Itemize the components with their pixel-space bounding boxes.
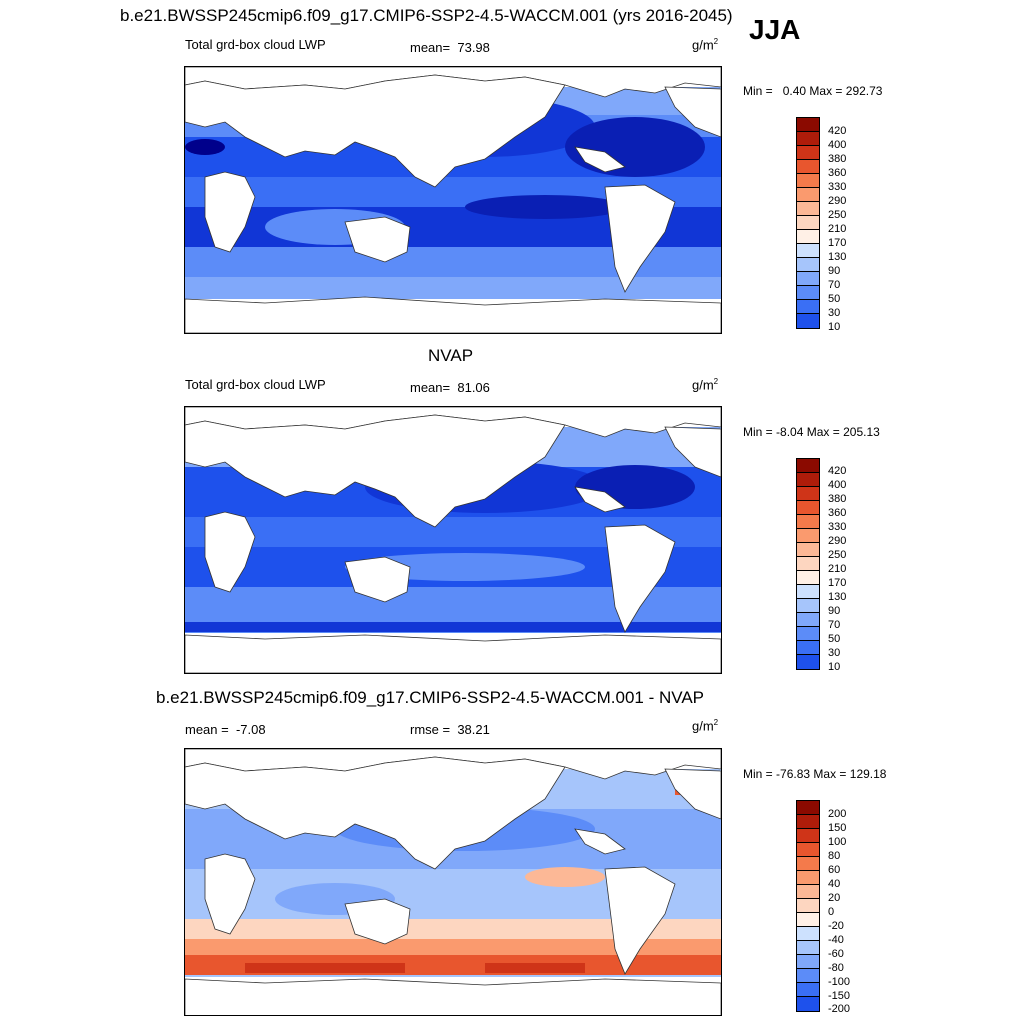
panel1-cbar-label: 50 bbox=[828, 293, 841, 305]
panel2-variable-label: Total grd-box cloud LWP bbox=[185, 377, 326, 392]
panel1-units-exp: 2 bbox=[713, 37, 719, 46]
panel1-cbar-label: 30 bbox=[828, 307, 841, 319]
panel3-cbar-label: -80 bbox=[828, 962, 844, 974]
panel1-mean-value: 73.98 bbox=[457, 40, 490, 55]
panel1-minmax: Min = 0.40 Max = 292.73 bbox=[743, 84, 882, 98]
panel1-colorbar bbox=[796, 117, 820, 329]
panel1-variable-label: Total grd-box cloud LWP bbox=[185, 37, 326, 52]
panel2-minmax: Min = -8.04 Max = 205.13 bbox=[743, 425, 880, 439]
panel3-map-svg bbox=[185, 749, 721, 1015]
panel1-cbar-label: 330 bbox=[828, 181, 847, 193]
panel3-cbar-label: -200 bbox=[828, 1003, 851, 1015]
panel2-cbar-label: 90 bbox=[828, 605, 841, 617]
panel3-cbar-label: 40 bbox=[828, 878, 841, 890]
panel3-mean-value: -7.08 bbox=[235, 722, 266, 737]
panel3-mean: mean = -7.08 bbox=[185, 722, 266, 737]
panel2-cbar-label: 330 bbox=[828, 521, 847, 533]
panel2-min-label: Min = bbox=[743, 425, 773, 439]
panel3-cbar-label: 0 bbox=[828, 906, 835, 918]
panel3-cbar-label: 20 bbox=[828, 892, 841, 904]
panel2-cbar-label: 50 bbox=[828, 633, 841, 645]
panel1-cbar-label: 130 bbox=[828, 251, 847, 263]
panel2-max-label: Max = bbox=[806, 425, 840, 439]
panel3-max-value: 129.18 bbox=[849, 767, 887, 781]
panel2-units-base: g/m bbox=[692, 377, 714, 393]
panel2-cbar-label: 250 bbox=[828, 549, 847, 561]
panel2-cbar-label: 380 bbox=[828, 493, 847, 505]
panel2-max-value: 205.13 bbox=[843, 425, 880, 439]
panel3-units-exp: 2 bbox=[713, 718, 719, 727]
panel3-cbar-label: -20 bbox=[828, 920, 844, 932]
panel1-units-base: g/m bbox=[692, 37, 714, 53]
panel1-cbar-label: 210 bbox=[828, 223, 847, 235]
panel3-cbar-label: 80 bbox=[828, 850, 841, 862]
panel2-cbar-label: 70 bbox=[828, 619, 841, 631]
panel1-cbar-label: 420 bbox=[828, 125, 847, 137]
panel2-colorbar bbox=[796, 458, 820, 670]
panel3-colorbar bbox=[796, 800, 820, 1012]
panel3-minmax: Min = -76.83 Max = 129.18 bbox=[743, 767, 886, 781]
panel3-cbar-label: 200 bbox=[828, 808, 847, 820]
panel3-max-label: Max = bbox=[813, 767, 847, 781]
panel1-cbar-label: 90 bbox=[828, 265, 841, 277]
panel1-cbar-label: 70 bbox=[828, 279, 841, 291]
panel2-cbar-label: 210 bbox=[828, 563, 847, 575]
panel2-cbar-label: 400 bbox=[828, 479, 847, 491]
panel2-map-svg bbox=[185, 407, 721, 673]
panel3-cbar-label: 60 bbox=[828, 864, 841, 876]
panel2-units-exp: 2 bbox=[713, 377, 719, 386]
panel1-map bbox=[184, 66, 722, 334]
panel1-min-label: Min = bbox=[743, 84, 773, 98]
panel1-cbar-label: 360 bbox=[828, 167, 847, 179]
panel1-mean-label: mean= bbox=[410, 40, 451, 55]
panel1-cbar-label: 170 bbox=[828, 237, 847, 249]
panel3-rmse-value: 38.21 bbox=[457, 722, 490, 737]
panel1-max-label: Max = bbox=[809, 84, 843, 98]
panel3-mean-label: mean = bbox=[185, 722, 229, 737]
panel2-units: g/m2 bbox=[692, 377, 718, 392]
panel3-map bbox=[184, 748, 722, 1016]
panel1-min-value: 0.40 bbox=[782, 84, 807, 98]
panel2-cbar-label: 420 bbox=[828, 465, 847, 477]
panel3-cbar-label: -40 bbox=[828, 934, 844, 946]
panel3-min-value: -76.83 bbox=[776, 767, 811, 781]
panel1-max-value: 292.73 bbox=[845, 84, 883, 98]
panel3-rmse: rmse = 38.21 bbox=[410, 722, 490, 737]
panel2-mean-label: mean= bbox=[410, 380, 451, 395]
panel2-cbar-label: 10 bbox=[828, 661, 841, 673]
panel2-mean: mean= 81.06 bbox=[410, 380, 490, 395]
panel2-cbar-label: 30 bbox=[828, 647, 841, 659]
panel3-min-label: Min = bbox=[743, 767, 773, 781]
panel2-cbar-label: 290 bbox=[828, 535, 847, 547]
panel1-map-svg bbox=[185, 67, 721, 333]
panel2-min-value: -8.04 bbox=[776, 425, 804, 439]
panel2-title: NVAP bbox=[428, 346, 474, 365]
panel3-rmse-label: rmse = bbox=[410, 722, 451, 737]
season-label: JJA bbox=[749, 14, 801, 45]
panel1-cbar-label: 290 bbox=[828, 195, 847, 207]
panel3-title: b.e21.BWSSP245cmip6.f09_g17.CMIP6-SSP2-4… bbox=[156, 688, 705, 707]
panel3-units-base: g/m bbox=[692, 718, 714, 734]
panel3-cbar-label: -60 bbox=[828, 948, 844, 960]
panel1-units: g/m2 bbox=[692, 37, 718, 52]
panel1-cbar-label: 10 bbox=[828, 321, 841, 333]
panel2-mean-value: 81.06 bbox=[457, 380, 490, 395]
panel3-units: g/m2 bbox=[692, 718, 718, 733]
panel3-cbar-label: -100 bbox=[828, 976, 851, 988]
panel1-mean: mean= 73.98 bbox=[410, 40, 490, 55]
panel2-cbar-label: 360 bbox=[828, 507, 847, 519]
panel2-map bbox=[184, 406, 722, 674]
panel1-cbar-label: 400 bbox=[828, 139, 847, 151]
panel1-cbar-label: 380 bbox=[828, 153, 847, 165]
panel3-cbar-label: 100 bbox=[828, 836, 847, 848]
panel2-cbar-label: 130 bbox=[828, 591, 847, 603]
panel2-cbar-label: 170 bbox=[828, 577, 847, 589]
figure-title: b.e21.BWSSP245cmip6.f09_g17.CMIP6-SSP2-4… bbox=[120, 6, 733, 25]
panel1-cbar-label: 250 bbox=[828, 209, 847, 221]
panel3-cbar-label: 150 bbox=[828, 822, 847, 834]
panel3-cbar-label: -150 bbox=[828, 990, 851, 1002]
